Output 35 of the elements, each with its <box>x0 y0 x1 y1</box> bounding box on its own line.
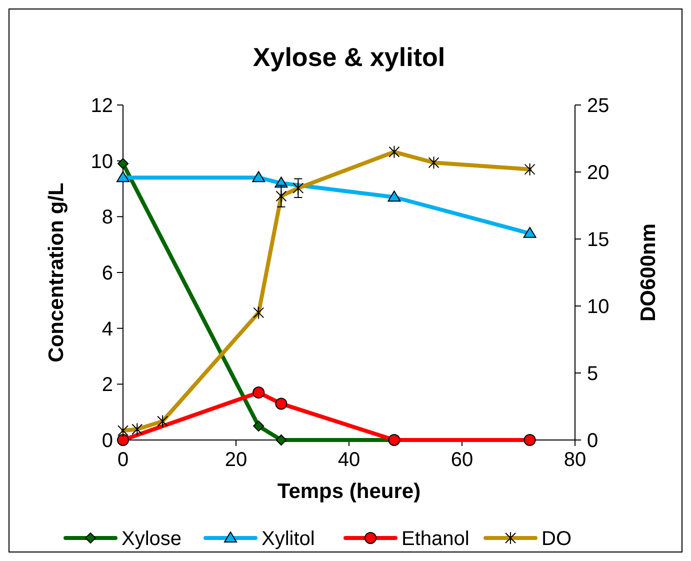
point <box>252 386 265 399</box>
y-tick-label: 2 <box>102 374 113 396</box>
y-tick-label: 8 <box>102 206 113 229</box>
y-tick-label: 0 <box>102 430 113 452</box>
y-tick-label: 12 <box>90 95 113 117</box>
y-tick-label: 4 <box>102 318 113 340</box>
y2-tick-label: 0 <box>587 430 598 452</box>
legend-label: Xylose <box>122 528 182 550</box>
x-axis-title: Temps (heure) <box>277 480 421 503</box>
point <box>252 171 266 182</box>
legend-label: DO <box>542 528 572 550</box>
x-tick-label: 40 <box>338 449 360 471</box>
point <box>253 420 264 432</box>
y-axis-title: Concentration g/L <box>45 182 68 362</box>
legend-label: Xylitol <box>262 528 315 550</box>
point <box>275 398 288 410</box>
point <box>388 190 401 202</box>
point <box>276 434 287 446</box>
x-tick-label: 60 <box>450 449 474 471</box>
y2-tick-label: 15 <box>587 229 610 251</box>
y2-tick-label: 20 <box>587 162 610 184</box>
y2-tick-label: 25 <box>587 95 610 117</box>
legend-label: Ethanol <box>402 528 470 550</box>
x-tick-label: 20 <box>224 449 248 471</box>
y-tick-label: 6 <box>102 262 113 284</box>
point <box>118 158 128 170</box>
y-tick-label: 10 <box>90 150 113 173</box>
y2-tick-label: 5 <box>587 363 598 385</box>
x-tick-label: 80 <box>564 449 586 471</box>
chart-title: Xylose & xylitol <box>252 42 446 72</box>
point <box>523 226 536 238</box>
y2-tick-label: 10 <box>587 296 610 318</box>
y2-axis-title: DO600nm <box>637 223 660 322</box>
point <box>116 171 130 182</box>
x-tick-label: 0 <box>117 449 129 471</box>
